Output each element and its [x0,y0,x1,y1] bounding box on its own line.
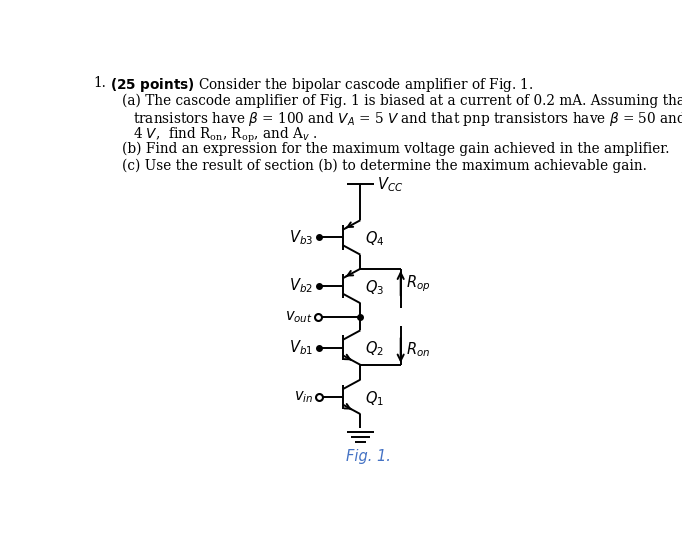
Text: $R_{on}$: $R_{on}$ [406,341,430,359]
Text: $Q_3$: $Q_3$ [365,278,384,297]
Text: $v_{out}$: $v_{out}$ [284,309,312,324]
Text: (a) The cascode amplifier of Fig. 1 is biased at a current of 0.2 mA. Assuming t: (a) The cascode amplifier of Fig. 1 is b… [123,94,682,108]
Text: Fig. 1.: Fig. 1. [346,449,391,464]
Text: $V_{b2}$: $V_{b2}$ [289,277,313,295]
Text: 1.: 1. [93,76,106,90]
Text: $Q_1$: $Q_1$ [365,389,384,408]
Text: $\mathbf{(25\ points)}$ Consider the bipolar cascode amplifier of Fig. 1.: $\mathbf{(25\ points)}$ Consider the bip… [110,76,533,94]
Text: (c) Use the result of section (b) to determine the maximum achievable gain.: (c) Use the result of section (b) to det… [123,158,647,173]
Text: $V_{b1}$: $V_{b1}$ [289,338,313,357]
Text: $v_{in}$: $v_{in}$ [294,389,313,405]
Text: $R_{op}$: $R_{op}$ [406,273,430,294]
Text: transistors have $\beta$ = 100 and $V_A$ = 5 $V$ and that pnp transistors have $: transistors have $\beta$ = 100 and $V_A$… [133,110,682,128]
Text: $V_{CC}$: $V_{CC}$ [377,175,404,193]
Text: 4 $V$,  find R$_{\mathregular{on}}$, R$_{\mathregular{op}}$, and A$_v$ .: 4 $V$, find R$_{\mathregular{on}}$, R$_{… [133,126,318,145]
Text: $V_{b3}$: $V_{b3}$ [289,228,313,247]
Text: $Q_2$: $Q_2$ [365,340,384,358]
Text: (b) Find an expression for the maximum voltage gain achieved in the amplifier.: (b) Find an expression for the maximum v… [123,142,670,157]
Text: $Q_4$: $Q_4$ [365,230,385,248]
